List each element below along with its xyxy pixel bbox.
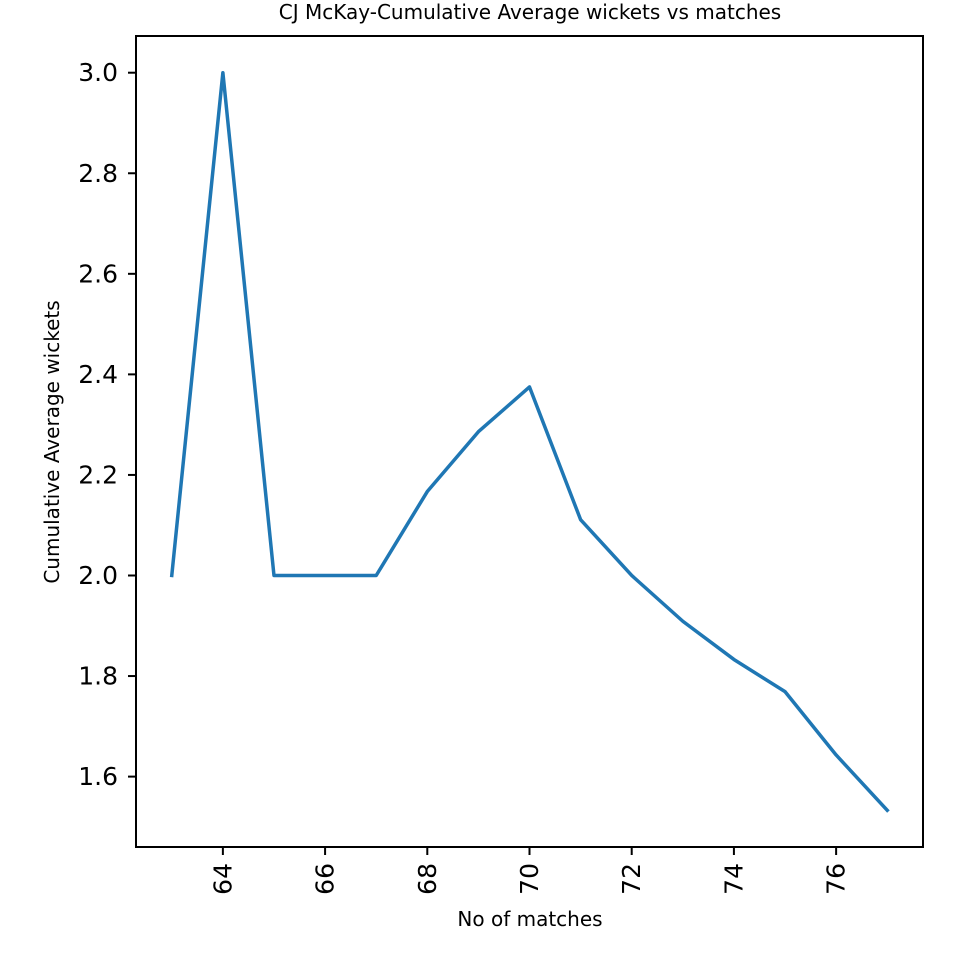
x-tick-label: 68	[413, 863, 442, 895]
y-tick-label: 2.2	[78, 460, 118, 489]
x-tick-label: 72	[617, 863, 646, 895]
x-axis-label: No of matches	[457, 907, 602, 931]
x-axis: 64 66 68 70 72 74 76	[208, 847, 851, 895]
y-axis-label: Cumulative Average wickets	[40, 300, 64, 583]
chart-title: CJ McKay-Cumulative Average wickets vs m…	[279, 0, 781, 24]
y-tick-label: 2.4	[78, 360, 118, 389]
y-tick-label: 2.0	[78, 561, 118, 590]
y-tick-label: 1.6	[78, 762, 118, 791]
plot-area	[169, 70, 890, 813]
x-tick-label: 70	[515, 863, 544, 895]
y-tick-label: 2.8	[78, 159, 118, 188]
x-tick-label: 76	[822, 863, 851, 895]
x-tick-label: 74	[719, 863, 748, 895]
x-tick-label: 64	[208, 863, 237, 895]
y-axis: 1.6 1.8 2.0 2.2 2.4 2.6 2.8 3.0	[78, 58, 136, 791]
series-line-0	[169, 70, 890, 813]
x-tick-label: 66	[311, 863, 340, 895]
y-tick-label: 1.8	[78, 662, 118, 691]
y-tick-label: 2.6	[78, 259, 118, 288]
y-tick-label: 3.0	[78, 58, 118, 87]
